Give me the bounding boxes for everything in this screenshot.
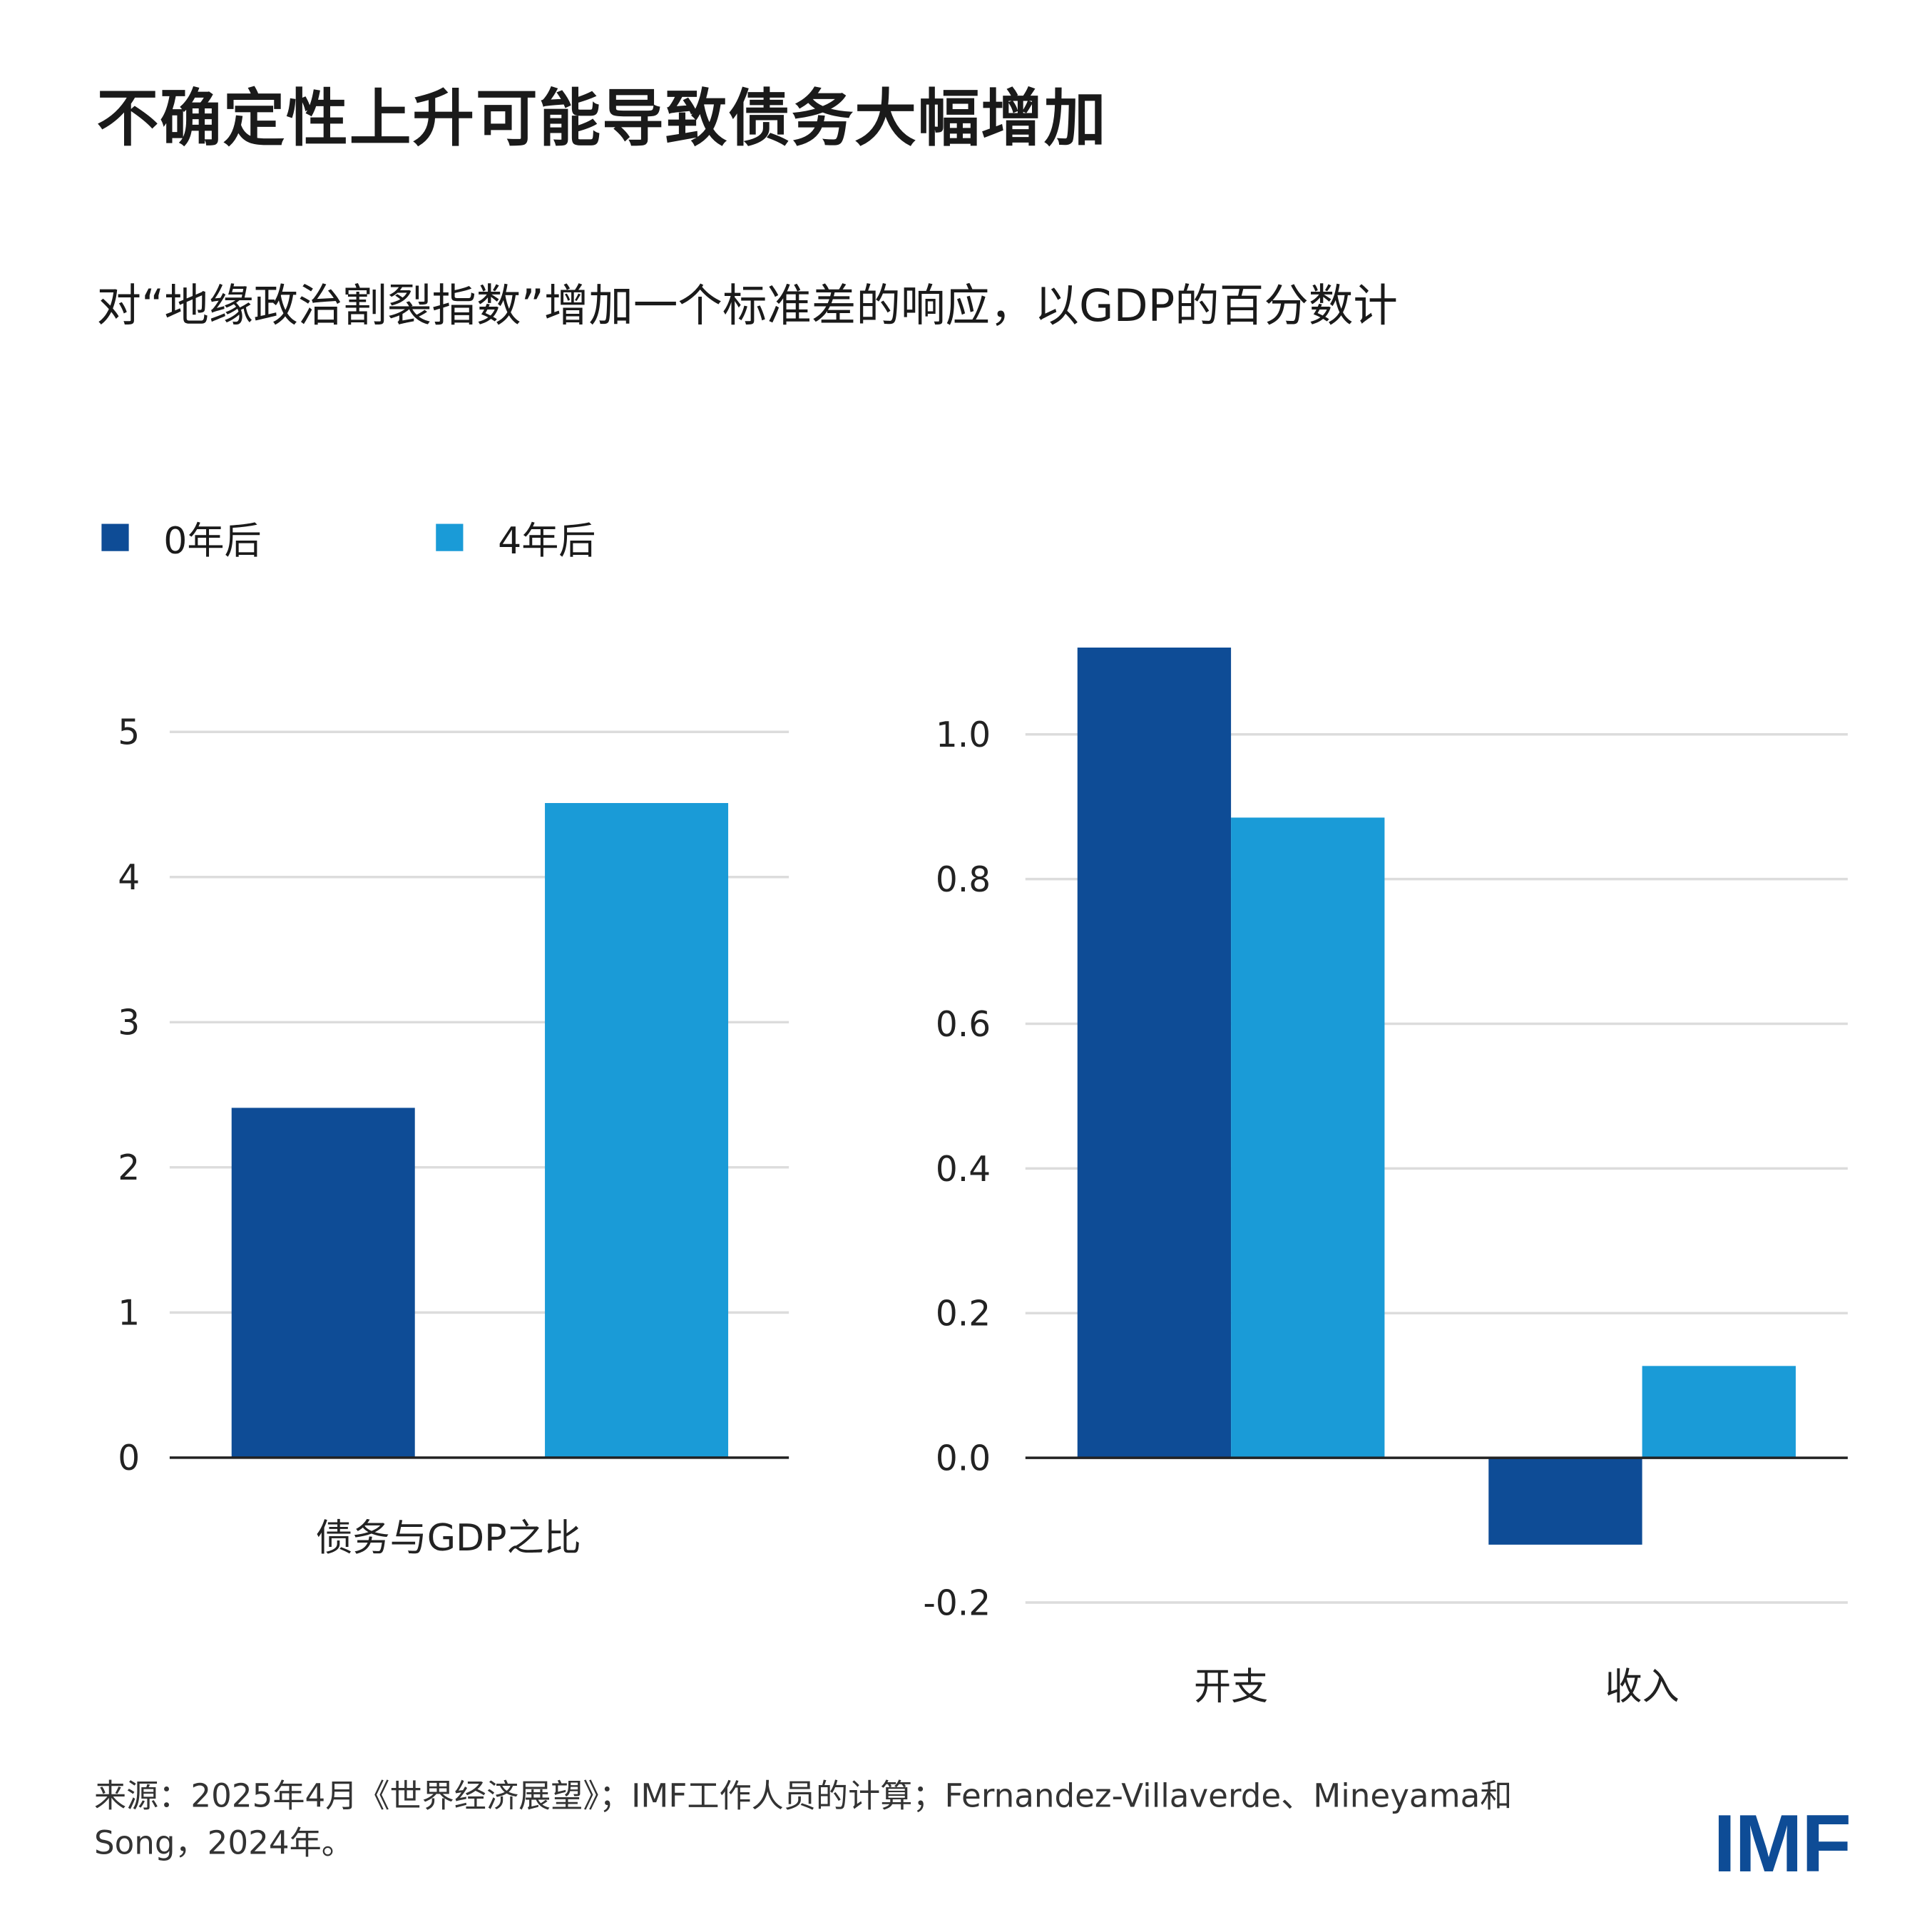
bar-0年后-债务与GDP之比 bbox=[231, 1108, 415, 1458]
y-tick-label: -0.2 bbox=[923, 1583, 991, 1623]
bar-4年后-开支 bbox=[1231, 817, 1385, 1458]
legend-label: 4年后 bbox=[498, 520, 596, 564]
category-label: 收入 bbox=[1605, 1665, 1680, 1708]
legend-item-4y: 4年后 bbox=[436, 510, 770, 564]
legend-swatch bbox=[436, 523, 464, 551]
y-tick-label: 0.8 bbox=[936, 860, 991, 900]
y-tick-label: 3 bbox=[118, 1003, 140, 1043]
y-tick-label: 0.4 bbox=[936, 1150, 991, 1190]
source-note: 来源：2025年4月《世界经济展望》；IMF工作人员的计算；Fernandez-… bbox=[93, 1778, 1513, 1863]
legend: 0年后 4年后 bbox=[101, 510, 770, 564]
bar-0年后-开支 bbox=[1077, 648, 1232, 1458]
category-label: 开支 bbox=[1194, 1665, 1268, 1708]
imf-logo: IMF bbox=[1713, 1796, 1851, 1889]
y-tick-label: 0 bbox=[118, 1438, 140, 1478]
y-tick-label: 4 bbox=[118, 858, 140, 898]
y-tick-label: 0.6 bbox=[936, 1005, 991, 1045]
chart-subtitle: 对“地缘政治割裂指数”增加一个标准差的响应，以GDP的百分数计 bbox=[96, 281, 1398, 332]
y-tick-label: 0.2 bbox=[936, 1294, 991, 1334]
category-label: 债务与GDP之比 bbox=[315, 1517, 581, 1560]
legend-item-0y: 0年后 bbox=[101, 510, 436, 564]
legend-swatch bbox=[101, 523, 129, 551]
legend-label: 0年后 bbox=[163, 520, 262, 564]
y-tick-label: 2 bbox=[118, 1148, 140, 1188]
y-tick-label: 1.0 bbox=[936, 715, 991, 755]
bar-4年后-债务与GDP之比 bbox=[545, 802, 729, 1458]
y-tick-label: 0.0 bbox=[936, 1439, 991, 1479]
y-tick-label: 1 bbox=[118, 1294, 140, 1334]
y-tick-label: 5 bbox=[118, 713, 140, 753]
chart-title: 不确定性上升可能导致债务大幅增加 bbox=[96, 83, 1108, 155]
bar-0年后-收入 bbox=[1488, 1458, 1642, 1545]
bar-4年后-收入 bbox=[1642, 1366, 1796, 1458]
